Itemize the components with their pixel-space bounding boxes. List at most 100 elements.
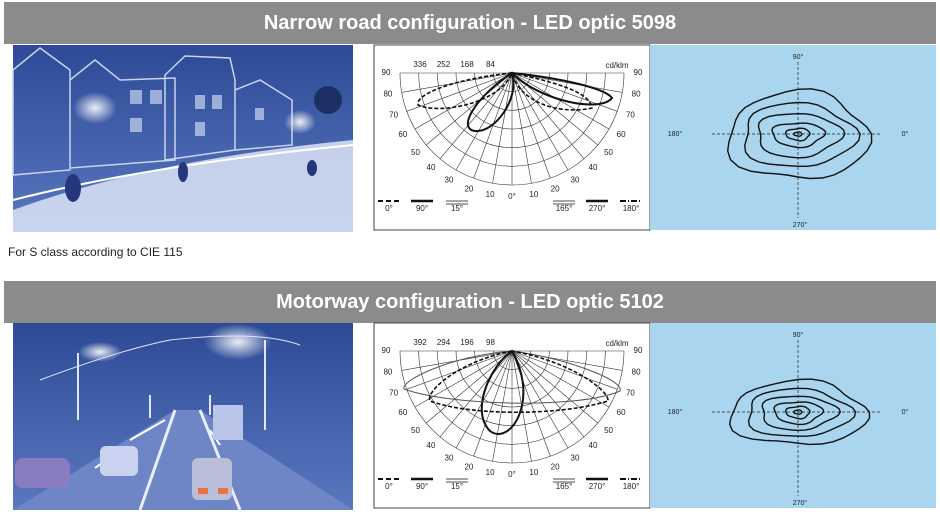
legend-label: 180° xyxy=(623,204,640,213)
angle-label: 80 xyxy=(632,368,641,377)
curve xyxy=(466,71,515,133)
angle-label: 50 xyxy=(411,148,420,157)
angle-label: 60 xyxy=(398,408,407,417)
scale-label: 392 xyxy=(413,338,427,347)
angle-label: 60 xyxy=(617,130,626,139)
scale-label: 252 xyxy=(437,60,451,69)
polar-spoke xyxy=(511,72,551,179)
note: For S class according to CIE 115 xyxy=(8,245,183,259)
angle-label: 60 xyxy=(617,408,626,417)
isolux-contour xyxy=(747,387,857,437)
legend-label: 165° xyxy=(556,204,573,213)
polar-spoke xyxy=(511,72,569,171)
angle-label: 40 xyxy=(589,163,598,172)
angle-label: 30 xyxy=(571,175,580,184)
polar-spoke xyxy=(511,350,618,390)
isolux-contour xyxy=(773,401,825,426)
unit-label: cd/klm xyxy=(605,61,628,70)
polar-spoke xyxy=(414,72,513,130)
scale-label: 168 xyxy=(460,60,474,69)
angle-label: 50 xyxy=(604,148,613,157)
angle-label: 40 xyxy=(427,163,436,172)
scale-label: 84 xyxy=(486,60,495,69)
polar-spoke xyxy=(414,350,513,408)
isolux-contour xyxy=(784,127,811,142)
isolux-label: 0° xyxy=(902,408,909,416)
polar-spoke xyxy=(511,72,532,184)
polar-spoke xyxy=(439,350,513,437)
angle-label: 90 xyxy=(382,346,391,355)
scale-label: 98 xyxy=(486,338,495,347)
angle-label: 20 xyxy=(551,463,560,472)
polar-spoke xyxy=(511,72,585,159)
legend-label: 90° xyxy=(416,204,428,213)
angle-label: 70 xyxy=(389,111,398,120)
angle-label: 80 xyxy=(632,90,641,99)
angle-label: 90 xyxy=(634,346,643,355)
polar-spoke xyxy=(455,72,513,171)
polar-spoke xyxy=(406,72,513,112)
unit-label: cd/klm xyxy=(605,339,628,348)
angle-label: 40 xyxy=(589,441,598,450)
isolux-label: 270° xyxy=(793,221,808,229)
legend-label: 165° xyxy=(556,482,573,491)
angle-label: 70 xyxy=(626,111,635,120)
polar-spoke xyxy=(511,350,569,449)
isolux-contour xyxy=(728,378,871,446)
isolux-contour xyxy=(743,101,861,167)
isolux-contour xyxy=(726,88,873,180)
polar-spoke xyxy=(511,350,610,408)
curve xyxy=(509,71,614,106)
angle-label: 10 xyxy=(486,190,495,199)
polar-spoke xyxy=(492,350,513,462)
angle-label: 0° xyxy=(508,192,516,201)
angle-label: 70 xyxy=(389,389,398,398)
angle-label: 80 xyxy=(383,368,392,377)
angle-label: 20 xyxy=(464,185,473,194)
angle-label: 30 xyxy=(571,453,580,462)
polar-spoke xyxy=(473,350,513,457)
angle-label: 0° xyxy=(508,470,516,479)
curve xyxy=(480,349,525,435)
angle-label: 50 xyxy=(411,426,420,435)
photo-motorway xyxy=(13,323,353,511)
isolux-label: 270° xyxy=(793,499,808,507)
scale-label: 336 xyxy=(413,60,427,69)
isolux-label: 0° xyxy=(902,130,909,138)
angle-label: 20 xyxy=(464,463,473,472)
photo-narrow-road xyxy=(12,45,354,232)
angle-label: 70 xyxy=(626,389,635,398)
legend-label: 270° xyxy=(589,482,606,491)
isolux-contour xyxy=(793,409,803,415)
polar-spoke xyxy=(426,72,513,146)
angle-label: 90 xyxy=(634,68,643,77)
curve xyxy=(403,350,621,404)
legend-label: 0° xyxy=(385,204,393,213)
isolux-label: 90° xyxy=(793,53,804,61)
angle-label: 10 xyxy=(486,468,495,477)
isolux-label: 180° xyxy=(668,408,683,416)
curve xyxy=(428,350,609,414)
legend-label: 270° xyxy=(589,204,606,213)
legend-label: 15° xyxy=(451,204,463,213)
angle-label: 90 xyxy=(382,68,391,77)
isolux-label: 90° xyxy=(793,331,804,339)
isolux-contour xyxy=(784,405,811,420)
scale-label: 196 xyxy=(460,338,474,347)
isolux-box xyxy=(650,45,936,230)
angle-label: 20 xyxy=(551,185,560,194)
angle-label: 10 xyxy=(529,190,538,199)
polar-spoke xyxy=(511,72,610,130)
angle-label: 30 xyxy=(445,175,454,184)
section-title: Motorway configuration - LED optic 5102 xyxy=(4,281,936,323)
polar-spoke xyxy=(426,350,513,424)
legend-label: 180° xyxy=(623,482,640,491)
polar-spoke xyxy=(511,350,598,424)
legend-label: 15° xyxy=(451,482,463,491)
curve xyxy=(417,72,593,111)
angle-label: 10 xyxy=(529,468,538,477)
angle-label: 40 xyxy=(427,441,436,450)
isolux-contour xyxy=(771,122,827,149)
